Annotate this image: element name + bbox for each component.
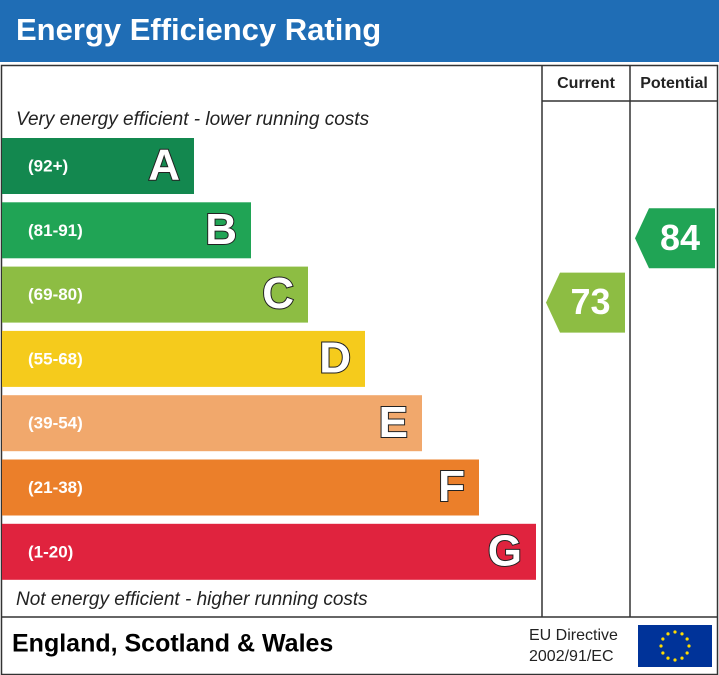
region: England, Scotland & Wales [12, 630, 333, 658]
directive: 2002/91/EC [529, 648, 614, 665]
rating-value: 73 [570, 281, 610, 322]
bottom-note: Not energy efficient - higher running co… [16, 589, 368, 610]
eu-stars [659, 630, 691, 662]
star [673, 658, 677, 662]
star [666, 632, 670, 636]
band-range: (39-54) [28, 414, 83, 433]
band [2, 138, 194, 194]
band [2, 459, 479, 516]
star [680, 656, 684, 660]
star [673, 630, 677, 634]
band [2, 202, 251, 259]
rating-arrow [546, 272, 625, 333]
band-range: (55-68) [28, 349, 83, 368]
band-range: (69-80) [28, 285, 83, 304]
band [2, 395, 422, 452]
top-note: Very energy efficient - lower running co… [16, 109, 370, 130]
band-letter: B [205, 205, 237, 254]
band [2, 330, 365, 387]
star [687, 644, 691, 648]
band [2, 523, 536, 580]
star [685, 637, 689, 641]
band-letter: E [379, 398, 408, 447]
band-letter: D [319, 334, 351, 383]
band-letter: F [438, 462, 465, 511]
band-letter: G [488, 526, 522, 575]
band-range: (81-91) [28, 221, 83, 240]
star [685, 651, 689, 655]
column-header: Potential [640, 75, 708, 92]
rating-arrow [635, 208, 715, 269]
title: Energy Efficiency Rating [16, 12, 381, 47]
star [659, 644, 663, 648]
band-range: (21-38) [28, 478, 83, 497]
star [680, 632, 684, 636]
directive: EU Directive [529, 627, 618, 644]
column-header: Current [557, 75, 615, 92]
band-range: (92+) [28, 156, 68, 175]
star [666, 656, 670, 660]
header-bar [0, 0, 719, 62]
band-letter: A [148, 141, 180, 190]
band-letter: C [262, 269, 294, 318]
band-range: (1-20) [28, 542, 73, 561]
rating-value: 84 [660, 217, 700, 258]
star [661, 651, 665, 655]
band [2, 266, 308, 323]
star [661, 637, 665, 641]
